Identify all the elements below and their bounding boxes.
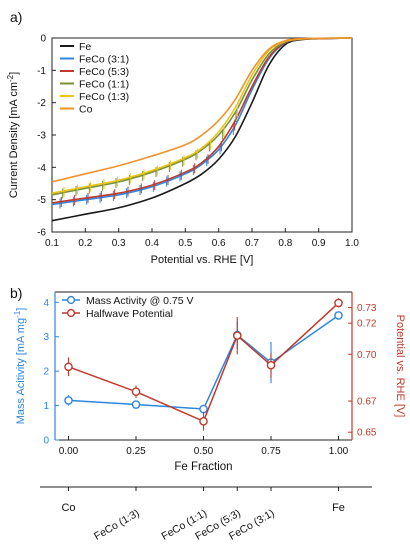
plot-b-left-tick-label: 3 xyxy=(43,332,49,343)
plot-b-x-axis-label: Fe Fraction xyxy=(174,461,232,473)
plot-b-data-point xyxy=(232,331,242,340)
label-part: Current Density [mA cm xyxy=(8,82,20,198)
plot-a-x-tick-label: 0.8 xyxy=(278,238,292,249)
plot-a-x-tick-label: 0.2 xyxy=(78,238,92,249)
plot-b-x-tick-label: 0.50 xyxy=(194,446,214,457)
category-axis-label: Co xyxy=(61,502,75,514)
plot-a-x-tick-label: 0.6 xyxy=(212,238,226,249)
plot-b-right-tick-label: 0.73 xyxy=(357,303,377,314)
plot-b-legend-marker xyxy=(66,308,76,318)
plot-b-legend-label: Halfwave Potential xyxy=(86,308,173,320)
plot-b-data-point xyxy=(131,400,141,409)
plot-b-right-axis-label: Potential vs. RHE [V] xyxy=(394,315,406,418)
plot-b-series-line xyxy=(68,314,339,410)
plot-b-left-tick-label: 4 xyxy=(43,298,49,309)
plot-b-left-axis-label: Mass Acitivity [mA mg-1] xyxy=(13,308,28,425)
plot-b-legend-marker xyxy=(66,295,76,305)
plot-a-legend-label: FeCo (3:1) xyxy=(79,54,129,66)
plot-b-right-tick-label: 0.67 xyxy=(357,397,377,408)
plot-a-y-tick-label: 0 xyxy=(40,34,46,45)
plot-a-y-tick-label: -3 xyxy=(37,131,46,142)
plot-a-y-tick-label: -4 xyxy=(37,163,46,174)
plot-a-legend-label: FeCo (1:1) xyxy=(79,79,129,91)
label-superscript: -1 xyxy=(13,310,22,318)
panel-a-label: a) xyxy=(10,9,22,25)
plot-b-x-tick-label: 1.00 xyxy=(329,446,349,457)
plot-a-series-line xyxy=(51,37,353,183)
plot-a-y-tick-label: -5 xyxy=(37,195,46,206)
plot-b-series-line xyxy=(68,302,340,423)
panel-b-label: b) xyxy=(10,285,22,301)
plot-b-legend-label: Mass Activity @ 0.75 V xyxy=(86,295,194,307)
plot-a-x-tick-label: 0.5 xyxy=(178,238,192,249)
plot-b-data-point xyxy=(64,396,73,405)
plot-b-left-tick-label: 1 xyxy=(43,401,49,412)
label-superscript: -2 xyxy=(6,74,15,82)
plot-b-data-point xyxy=(64,362,73,372)
plot-b-data-point xyxy=(131,387,141,397)
plot-b-right-tick-label: 0.70 xyxy=(357,350,377,361)
plot-a-legend-label: Fe xyxy=(79,41,91,53)
plot-a-y-tick-label: -2 xyxy=(37,98,46,109)
plot-a-x-tick-label: 0.1 xyxy=(45,238,59,249)
category-axis-label: Fe xyxy=(332,502,345,514)
plot-b-data-point xyxy=(266,360,276,370)
plot-b-data-point xyxy=(334,311,343,320)
plot-a-x-tick-label: 0.4 xyxy=(145,238,159,249)
plot-a-legend-label: Co xyxy=(79,104,93,116)
plot-b-left-tick-label: 0 xyxy=(43,436,49,447)
plot-a-y-axis-label: Current Density [mA cm-2] xyxy=(6,72,21,198)
plot-b-right-tick-label: 0.65 xyxy=(357,428,377,439)
plot-b-x-tick-label: 0.75 xyxy=(261,446,281,457)
plot-a-legend-label: FeCo (5:3) xyxy=(79,66,129,78)
plot-a-x-tick-label: 0.7 xyxy=(245,238,259,249)
plot-a-x-axis-label: Potential vs. RHE [V] xyxy=(151,254,254,266)
label-part: Mass Acitivity [mA mg xyxy=(15,318,27,424)
plot-b-data-point xyxy=(199,404,208,414)
category-axis-label: FeCo (1:3) xyxy=(92,507,141,542)
plot-a-legend-label: FeCo (1:3) xyxy=(79,91,129,103)
plot-a-x-tick-label: 0.9 xyxy=(312,238,326,249)
plot-a-x-tick-label: 1.0 xyxy=(345,238,359,249)
plot-a-y-tick-label: -1 xyxy=(37,66,46,77)
plot-b-right-tick-label: 0.72 xyxy=(357,319,377,330)
plot-b-x-tick-label: 0.25 xyxy=(126,446,146,457)
label-part: ] xyxy=(8,72,20,75)
plot-b-left-tick-label: 2 xyxy=(43,367,49,378)
plot-a-x-tick-label: 0.3 xyxy=(112,238,126,249)
plot-b-data-point xyxy=(334,298,343,308)
plot-b-data-point xyxy=(199,417,208,426)
plot-a-y-tick-label: -6 xyxy=(37,228,46,239)
plot-b-x-tick-label: 0.00 xyxy=(59,446,79,457)
label-part: ] xyxy=(15,308,27,311)
